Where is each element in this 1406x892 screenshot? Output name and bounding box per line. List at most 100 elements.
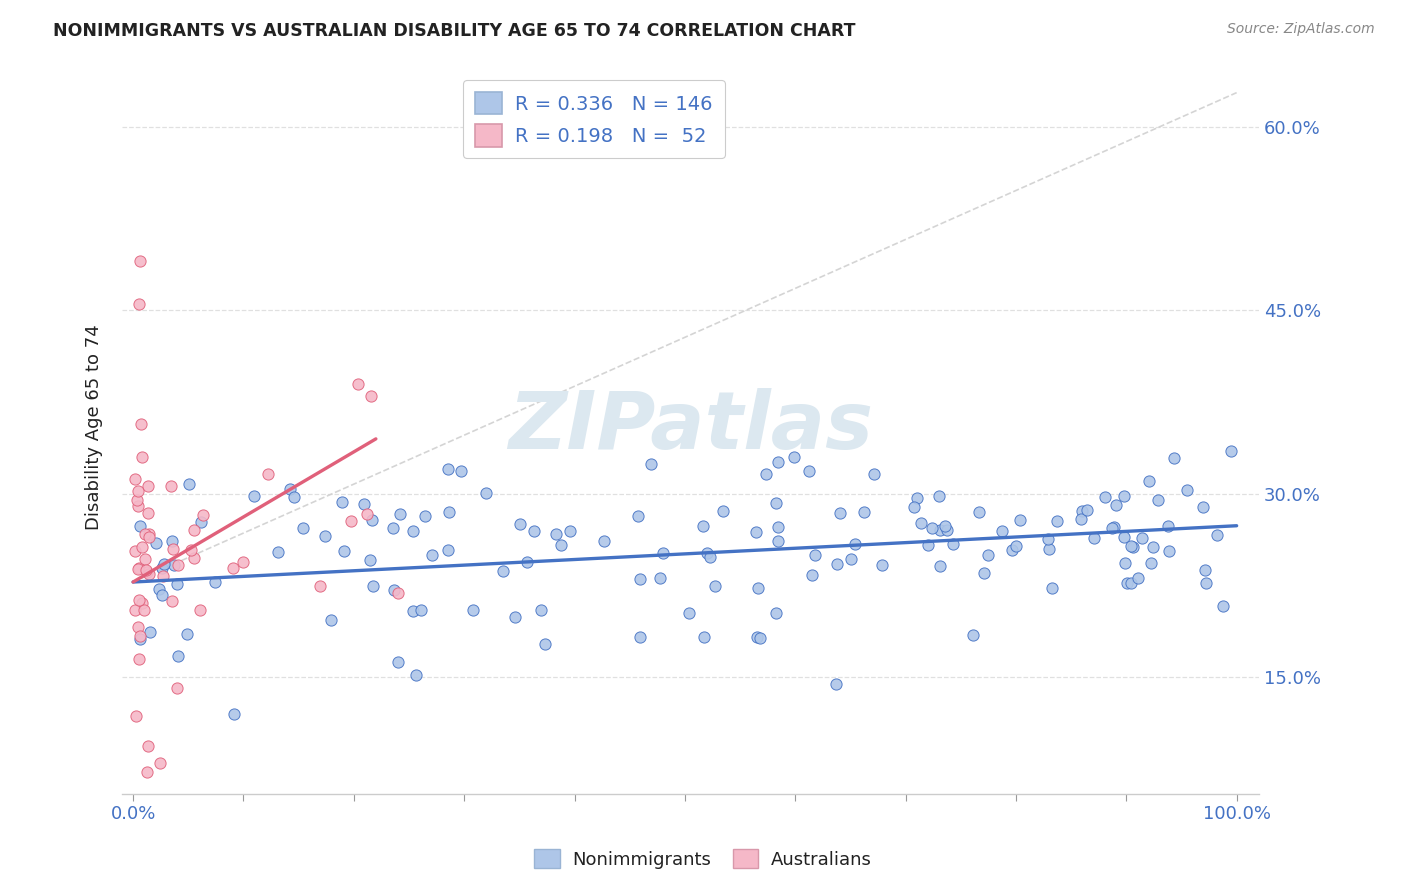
- Point: [387, 655, 409, 669]
- Point: [131, 540, 153, 554]
- Point: [627, 508, 650, 523]
- Point: [921, 520, 943, 534]
- Point: [437, 505, 460, 519]
- Point: [1126, 571, 1149, 585]
- Point: [1010, 513, 1032, 527]
- Point: [131, 596, 153, 610]
- Point: [1195, 575, 1218, 590]
- Point: [1046, 514, 1069, 528]
- Point: [1104, 520, 1126, 534]
- Point: [162, 541, 184, 556]
- Point: [267, 545, 290, 559]
- Point: [361, 513, 384, 527]
- Point: [1005, 539, 1028, 553]
- Text: ZIPatlas: ZIPatlas: [508, 388, 873, 466]
- Point: [340, 514, 363, 528]
- Point: [387, 586, 409, 600]
- Point: [550, 538, 572, 552]
- Point: [138, 531, 160, 545]
- Point: [699, 549, 721, 564]
- Point: [711, 503, 734, 517]
- Point: [765, 495, 787, 509]
- Point: [628, 630, 651, 644]
- Point: [180, 543, 202, 558]
- Point: [136, 765, 159, 780]
- Point: [1163, 450, 1185, 465]
- Point: [136, 479, 159, 493]
- Point: [839, 552, 862, 566]
- Point: [1040, 581, 1063, 595]
- Point: [222, 707, 245, 722]
- Point: [704, 578, 727, 592]
- Point: [1119, 540, 1142, 554]
- Point: [330, 495, 353, 509]
- Point: [314, 529, 336, 543]
- Point: [402, 604, 425, 618]
- Point: [830, 506, 852, 520]
- Point: [356, 508, 378, 522]
- Point: [825, 677, 848, 691]
- Point: [129, 417, 152, 432]
- Point: [1130, 531, 1153, 545]
- Point: [257, 467, 280, 482]
- Point: [1105, 498, 1128, 512]
- Point: [333, 544, 356, 558]
- Point: [204, 575, 226, 590]
- Point: [1083, 531, 1105, 545]
- Point: [1038, 542, 1060, 557]
- Point: [929, 558, 952, 573]
- Point: [347, 376, 370, 391]
- Point: [929, 524, 952, 538]
- Point: [640, 457, 662, 471]
- Point: [461, 603, 484, 617]
- Point: [1157, 519, 1180, 533]
- Point: [361, 579, 384, 593]
- Point: [152, 568, 174, 582]
- Point: [163, 558, 186, 572]
- Point: [973, 566, 995, 581]
- Point: [942, 537, 965, 551]
- Point: [1070, 511, 1092, 525]
- Text: Source: ZipAtlas.com: Source: ZipAtlas.com: [1227, 22, 1375, 37]
- Point: [870, 558, 893, 573]
- Point: [1175, 483, 1198, 497]
- Point: [516, 555, 538, 569]
- Point: [148, 582, 170, 596]
- Point: [928, 489, 950, 503]
- Point: [783, 450, 806, 465]
- Point: [651, 546, 673, 560]
- Point: [359, 553, 381, 567]
- Point: [360, 389, 382, 403]
- Point: [131, 450, 153, 465]
- Point: [125, 493, 148, 508]
- Point: [402, 524, 425, 538]
- Point: [243, 489, 266, 503]
- Point: [232, 555, 254, 569]
- Point: [1001, 542, 1024, 557]
- Point: [967, 505, 990, 519]
- Point: [1119, 576, 1142, 591]
- Point: [222, 561, 245, 575]
- Point: [167, 649, 190, 664]
- Point: [150, 560, 173, 574]
- Point: [766, 519, 789, 533]
- Point: [827, 557, 849, 571]
- Point: [801, 567, 824, 582]
- Point: [125, 708, 148, 723]
- Point: [509, 517, 531, 532]
- Point: [309, 579, 332, 593]
- Point: [1146, 493, 1168, 508]
- Point: [190, 515, 212, 529]
- Point: [148, 756, 170, 770]
- Point: [747, 630, 769, 644]
- Point: [437, 542, 460, 557]
- Point: [534, 638, 557, 652]
- Point: [934, 519, 956, 533]
- Point: [1114, 530, 1136, 544]
- Point: [138, 527, 160, 541]
- Point: [160, 479, 183, 493]
- Point: [1192, 500, 1215, 515]
- Point: [160, 533, 183, 548]
- Point: [678, 606, 700, 620]
- Point: [696, 545, 718, 559]
